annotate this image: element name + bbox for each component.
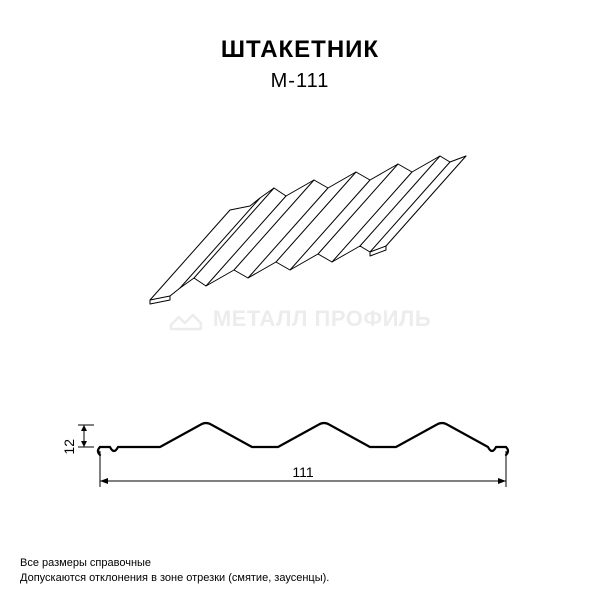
brand-icon <box>169 305 203 333</box>
title-block: ШТАКЕТНИК М-111 <box>0 36 600 93</box>
footer-notes: Все размеры справочные Допускаются откло… <box>20 556 329 586</box>
title-main: ШТАКЕТНИК <box>0 36 600 64</box>
cross-section-drawing: 12 111 <box>60 395 540 515</box>
footer-line-1: Все размеры справочные <box>20 556 329 571</box>
watermark-text: МЕТАЛЛ ПРОФИЛЬ <box>213 306 431 332</box>
cross-section-svg: 12 111 <box>60 395 540 515</box>
dimension-width-label: 111 <box>292 464 313 480</box>
dimension-height-label: 12 <box>61 439 77 455</box>
footer-line-2: Допускаются отклонения в зоне отрезки (с… <box>20 571 329 586</box>
title-sub: М-111 <box>0 70 600 93</box>
watermark: МЕТАЛЛ ПРОФИЛЬ <box>169 305 431 333</box>
